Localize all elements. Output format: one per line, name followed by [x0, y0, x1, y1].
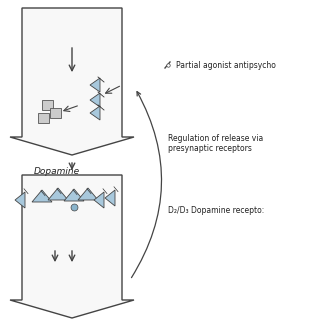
Polygon shape	[90, 78, 100, 92]
Polygon shape	[78, 188, 98, 200]
FancyBboxPatch shape	[50, 108, 61, 118]
Text: D₂/D₃ Dopamine recepto:: D₂/D₃ Dopamine recepto:	[168, 205, 264, 214]
Polygon shape	[105, 190, 115, 206]
Polygon shape	[10, 8, 134, 155]
FancyBboxPatch shape	[38, 113, 49, 123]
Polygon shape	[64, 189, 84, 201]
Text: presynaptic receptors: presynaptic receptors	[168, 143, 252, 153]
Polygon shape	[10, 175, 134, 318]
Polygon shape	[94, 192, 104, 208]
Polygon shape	[90, 106, 100, 120]
Polygon shape	[15, 192, 25, 208]
Text: Partial agonist antipsycho: Partial agonist antipsycho	[176, 60, 276, 69]
Polygon shape	[90, 93, 100, 107]
Polygon shape	[48, 188, 68, 200]
Text: Regulation of release via: Regulation of release via	[168, 133, 263, 142]
FancyBboxPatch shape	[42, 100, 53, 110]
Text: Dopamine: Dopamine	[34, 167, 80, 176]
FancyArrowPatch shape	[132, 92, 162, 278]
Polygon shape	[32, 190, 52, 202]
